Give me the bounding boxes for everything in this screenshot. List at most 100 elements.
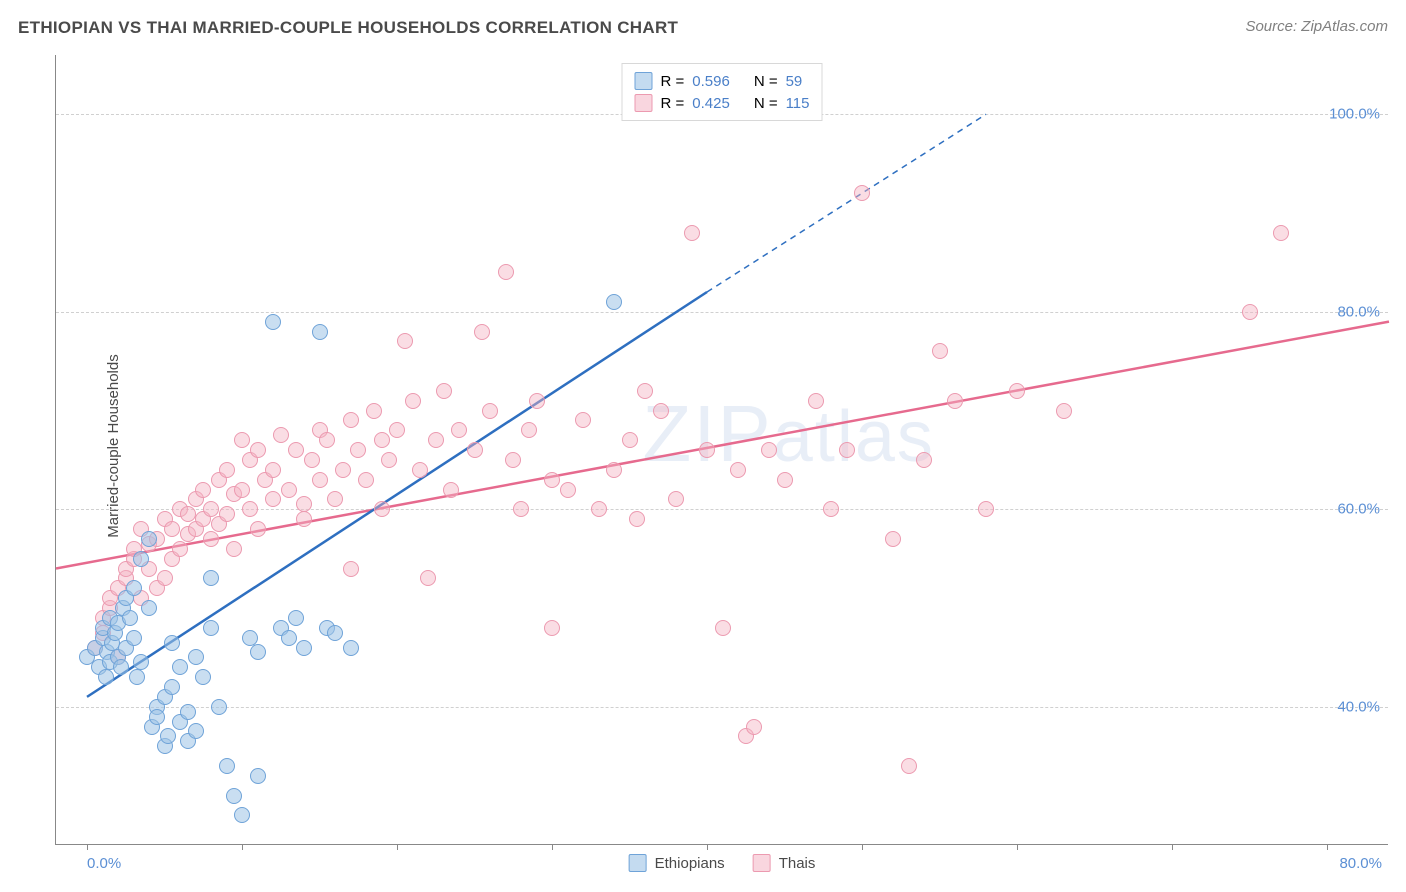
data-point xyxy=(521,422,537,438)
data-point xyxy=(529,393,545,409)
data-point xyxy=(180,506,196,522)
legend-row-ethiopians: R = 0.596 N = 59 xyxy=(635,70,810,92)
data-point xyxy=(250,768,266,784)
data-point xyxy=(653,403,669,419)
x-tick-mark xyxy=(1172,844,1173,850)
data-point xyxy=(606,462,622,478)
x-tick-label: 80.0% xyxy=(1339,855,1382,872)
data-point xyxy=(141,600,157,616)
data-point xyxy=(854,185,870,201)
swatch-blue-icon xyxy=(635,72,653,90)
data-point xyxy=(164,521,180,537)
data-point xyxy=(358,472,374,488)
data-point xyxy=(443,482,459,498)
chart-title: ETHIOPIAN VS THAI MARRIED-COUPLE HOUSEHO… xyxy=(18,18,678,38)
data-point xyxy=(304,452,320,468)
data-point xyxy=(180,704,196,720)
trend-line xyxy=(707,114,986,292)
r-value-ethiopians: 0.596 xyxy=(692,73,730,90)
data-point xyxy=(296,496,312,512)
data-point xyxy=(451,422,467,438)
x-tick-mark xyxy=(552,844,553,850)
y-tick-label: 40.0% xyxy=(1337,698,1380,715)
data-point xyxy=(219,462,235,478)
data-point xyxy=(606,294,622,310)
data-point xyxy=(405,393,421,409)
data-point xyxy=(203,620,219,636)
data-point xyxy=(575,412,591,428)
data-point xyxy=(265,462,281,478)
data-point xyxy=(366,403,382,419)
x-tick-mark xyxy=(707,844,708,850)
data-point xyxy=(560,482,576,498)
data-point xyxy=(157,570,173,586)
data-point xyxy=(126,580,142,596)
data-point xyxy=(482,403,498,419)
data-point xyxy=(219,758,235,774)
n-label: N = xyxy=(754,95,778,112)
data-point xyxy=(160,728,176,744)
data-point xyxy=(288,442,304,458)
swatch-pink-icon xyxy=(635,94,653,112)
data-point xyxy=(319,432,335,448)
y-tick-label: 80.0% xyxy=(1337,303,1380,320)
data-point xyxy=(668,491,684,507)
data-point xyxy=(250,521,266,537)
data-point xyxy=(505,452,521,468)
data-point xyxy=(350,442,366,458)
y-tick-label: 60.0% xyxy=(1337,501,1380,518)
data-point xyxy=(242,630,258,646)
swatch-pink-icon xyxy=(753,854,771,872)
data-point xyxy=(420,570,436,586)
data-point xyxy=(474,324,490,340)
data-point xyxy=(715,620,731,636)
data-point xyxy=(195,669,211,685)
data-point xyxy=(901,758,917,774)
data-point xyxy=(133,654,149,670)
data-point xyxy=(932,343,948,359)
data-point xyxy=(343,412,359,428)
n-label: N = xyxy=(754,73,778,90)
data-point xyxy=(544,620,560,636)
data-point xyxy=(343,640,359,656)
data-point xyxy=(129,669,145,685)
data-point xyxy=(288,610,304,626)
x-tick-mark xyxy=(242,844,243,850)
data-point xyxy=(498,264,514,280)
x-tick-mark xyxy=(397,844,398,850)
x-tick-label: 0.0% xyxy=(87,855,121,872)
data-point xyxy=(149,709,165,725)
data-point xyxy=(591,501,607,517)
data-point xyxy=(188,723,204,739)
data-point xyxy=(397,333,413,349)
n-value-ethiopians: 59 xyxy=(786,73,803,90)
data-point xyxy=(281,482,297,498)
data-point xyxy=(467,442,483,458)
data-point xyxy=(296,511,312,527)
data-point xyxy=(808,393,824,409)
data-point xyxy=(172,659,188,675)
data-point xyxy=(126,630,142,646)
data-point xyxy=(730,462,746,478)
y-tick-label: 100.0% xyxy=(1329,106,1380,123)
data-point xyxy=(412,462,428,478)
data-point xyxy=(327,491,343,507)
legend-label-thais: Thais xyxy=(779,855,816,872)
data-point xyxy=(823,501,839,517)
data-point xyxy=(172,541,188,557)
data-point xyxy=(98,669,114,685)
data-point xyxy=(978,501,994,517)
data-point xyxy=(374,432,390,448)
data-point xyxy=(699,442,715,458)
data-point xyxy=(265,491,281,507)
swatch-blue-icon xyxy=(629,854,647,872)
data-point xyxy=(428,432,444,448)
x-tick-mark xyxy=(1327,844,1328,850)
data-point xyxy=(436,383,452,399)
data-point xyxy=(203,570,219,586)
data-point xyxy=(1273,225,1289,241)
legend-row-thais: R = 0.425 N = 115 xyxy=(635,92,810,114)
data-point xyxy=(226,541,242,557)
data-point xyxy=(234,482,250,498)
data-point xyxy=(312,324,328,340)
